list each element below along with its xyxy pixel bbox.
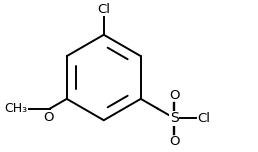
Text: S: S xyxy=(170,111,179,125)
Text: Cl: Cl xyxy=(197,112,210,125)
Text: O: O xyxy=(169,89,180,102)
Text: Cl: Cl xyxy=(97,3,110,16)
Text: CH₃: CH₃ xyxy=(4,102,28,115)
Text: O: O xyxy=(44,111,54,124)
Text: O: O xyxy=(169,135,180,148)
